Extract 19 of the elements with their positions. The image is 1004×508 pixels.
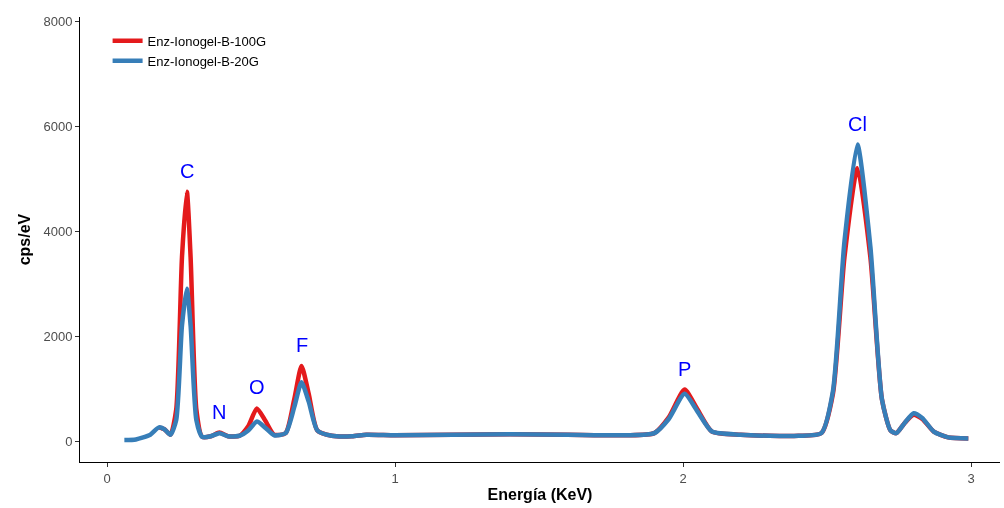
y-tick-label: 2000 bbox=[43, 328, 73, 344]
annotation: C bbox=[180, 160, 195, 182]
annotation: Cl bbox=[848, 113, 867, 135]
annotation: N bbox=[212, 401, 227, 423]
x-tick-label: 2 bbox=[679, 470, 687, 486]
y-tick-label: 8000 bbox=[43, 13, 73, 29]
annotation: P bbox=[678, 358, 692, 380]
y-tick-label: 0 bbox=[65, 433, 73, 449]
x-tick-label: 0 bbox=[103, 470, 111, 486]
y-tick-label: 6000 bbox=[43, 118, 73, 134]
legend-label: Enz-Ionogel-B-100G bbox=[147, 33, 267, 49]
x-tick-label: 1 bbox=[391, 470, 399, 486]
legend-label: Enz-Ionogel-B-20G bbox=[147, 53, 259, 69]
y-axis-title: cps/eV bbox=[16, 213, 34, 266]
x-tick-label: 3 bbox=[967, 470, 975, 486]
annotation: F bbox=[296, 334, 309, 356]
x-axis-title: Energía (KeV) bbox=[487, 486, 593, 504]
y-tick-label: 4000 bbox=[43, 223, 73, 239]
annotation: O bbox=[249, 376, 265, 398]
